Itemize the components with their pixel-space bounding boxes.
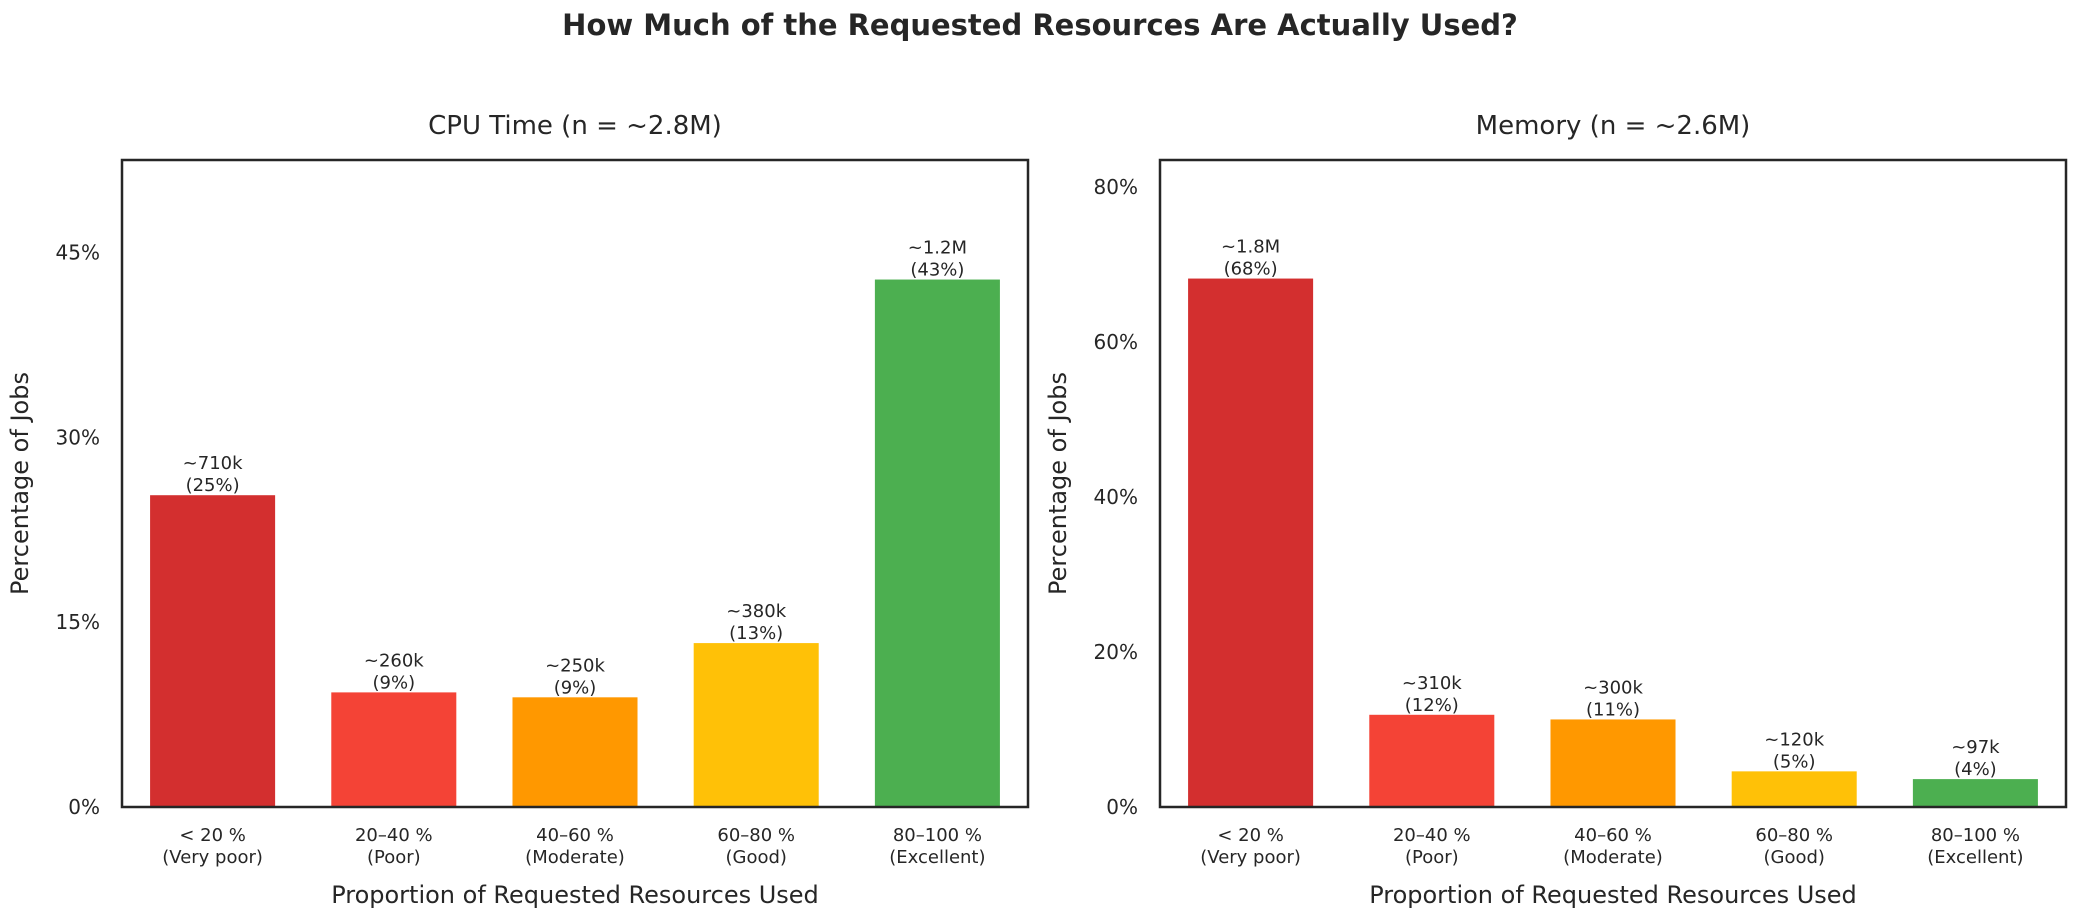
bar-value-label: ~1.2M (43%) xyxy=(908,238,967,281)
bar-value-label: ~97k (4%) xyxy=(1951,737,2000,780)
bar xyxy=(1188,278,1314,807)
bar-value-label: ~250k (9%) xyxy=(545,655,605,698)
y-tick-label: 30% xyxy=(56,425,100,449)
x-tick-label: 20–40 % (Poor) xyxy=(1393,825,1471,868)
figure-title: How Much of the Requested Resources Are … xyxy=(562,8,1518,42)
bar xyxy=(331,692,457,807)
y-tick-label: 15% xyxy=(56,610,100,634)
subplot-title: CPU Time (n = ~2.8M) xyxy=(428,111,722,141)
y-tick-label: 60% xyxy=(1094,330,1138,354)
x-tick-label: < 20 % (Very poor) xyxy=(1200,825,1301,868)
bar xyxy=(1550,719,1676,807)
x-tick-label: 80–100 % (Excellent) xyxy=(1927,825,2023,868)
bar xyxy=(150,495,276,807)
x-tick-label: 60–80 % (Good) xyxy=(717,825,795,868)
bar-value-label: ~260k (9%) xyxy=(364,650,424,693)
bar-value-label: ~310k (12%) xyxy=(1402,673,1462,716)
x-axis-label: Proportion of Requested Resources Used xyxy=(1369,881,1857,909)
bar xyxy=(1369,714,1495,807)
x-tick-label: 80–100 % (Excellent) xyxy=(889,825,985,868)
y-tick-label: 80% xyxy=(1094,175,1138,199)
bar-value-label: ~300k (11%) xyxy=(1583,677,1643,720)
y-tick-label: 45% xyxy=(56,240,100,264)
bar xyxy=(693,643,819,807)
y-axis-label: Percentage of Jobs xyxy=(6,372,34,595)
chart-panel-1: CPU Time (n = ~2.8M) ~710k (25%) < 20 % (Ver… xyxy=(6,111,1030,909)
bar xyxy=(1731,771,1857,807)
x-tick-label: 40–60 % (Moderate) xyxy=(1563,825,1663,868)
bar-value-label: ~710k (25%) xyxy=(183,453,243,496)
bar xyxy=(512,697,638,807)
bar-value-label: ~120k (5%) xyxy=(1764,729,1824,772)
y-tick-label: 40% xyxy=(1094,485,1138,509)
x-axis-label: Proportion of Requested Resources Used xyxy=(331,881,819,909)
bar xyxy=(874,279,1000,807)
plot-frame xyxy=(1158,158,2068,809)
x-tick-label: 60–80 % (Good) xyxy=(1755,825,1833,868)
y-tick-label: 20% xyxy=(1094,640,1138,664)
y-tick-label: 0% xyxy=(68,795,100,819)
bar-value-label: ~1.8M (68%) xyxy=(1221,237,1280,280)
subplot-title: Memory (n = ~2.6M) xyxy=(1476,111,1751,141)
chart-panel-2: Memory (n = ~2.6M) ~1.8M (68%) < 20 % (Very … xyxy=(1044,111,2068,909)
x-tick-label: 40–60 % (Moderate) xyxy=(525,825,625,868)
bar-value-label: ~380k (13%) xyxy=(726,601,786,644)
bar xyxy=(1912,779,2038,807)
x-tick-label: 20–40 % (Poor) xyxy=(355,825,433,868)
plot-frame xyxy=(120,158,1030,809)
y-tick-label: 0% xyxy=(1106,795,1138,819)
x-tick-label: < 20 % (Very poor) xyxy=(162,825,263,868)
y-axis-label: Percentage of Jobs xyxy=(1044,372,1072,595)
